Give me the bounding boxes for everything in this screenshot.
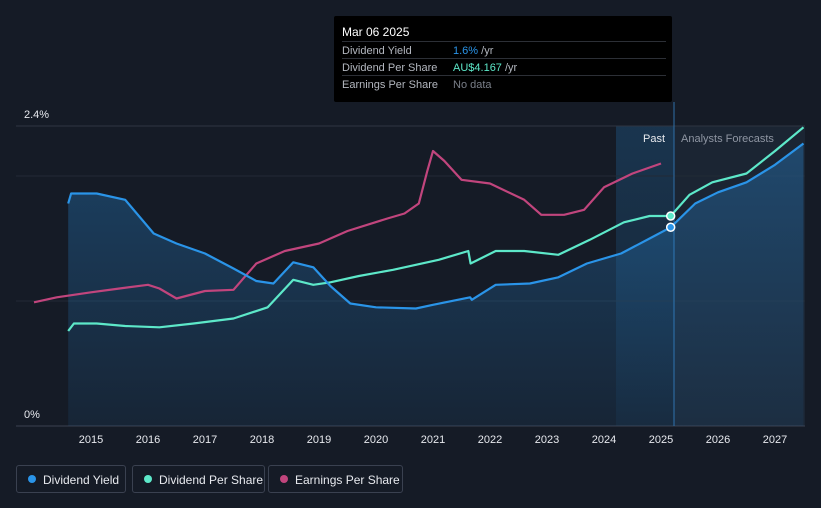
x-tick-label: 2022 [478, 434, 502, 446]
tooltip-row-dividend-per-share: Dividend Per Share AU$4.167 /yr [342, 58, 666, 76]
tooltip-date: Mar 06 2025 [342, 25, 410, 39]
x-tick-label: 2015 [79, 434, 103, 446]
tooltip-value-number: 1.6% [453, 45, 479, 57]
x-tick-label: 2025 [649, 434, 673, 446]
legend-dividend-per-share[interactable]: Dividend Per Share [132, 465, 265, 493]
tooltip-value: No data [453, 79, 492, 91]
x-tick-label: 2016 [136, 434, 160, 446]
legend-label: Dividend Yield [43, 473, 120, 487]
earnings-per-share-line [33, 149, 662, 304]
tooltip-label: Dividend Yield [342, 45, 412, 57]
tooltip-value: AU$4.167 /yr [453, 62, 517, 74]
x-tick-label: 2018 [250, 434, 274, 446]
tooltip-row-dividend-yield: Dividend Yield 1.6% /yr [342, 41, 666, 59]
tooltip: Mar 06 2025 Dividend Yield 1.6% /yr Divi… [334, 16, 672, 102]
tooltip-row-earnings-per-share: Earnings Per Share No data [342, 75, 666, 93]
dividend-per-share-line [67, 126, 805, 332]
forecast-label: Analysts Forecasts [681, 133, 774, 145]
legend-dividend-yield[interactable]: Dividend Yield [16, 465, 126, 493]
x-tick-label: 2024 [592, 434, 616, 446]
dividend-per-share-marker[interactable] [665, 211, 676, 221]
earnings-per-share-dot-icon [280, 475, 288, 483]
tooltip-label: Dividend Per Share [342, 62, 438, 74]
dividend-yield-dot-icon [28, 475, 36, 483]
tooltip-label: Earnings Per Share [342, 79, 438, 91]
legend-label: Dividend Per Share [159, 473, 264, 487]
x-axis-ticks: 2015 2016 2017 2018 2019 2020 2021 2022 2023 2024… [79, 434, 787, 446]
x-tick-label: 2023 [535, 434, 559, 446]
dividend-yield-marker[interactable] [665, 222, 676, 232]
dividend-per-share-dot-icon [144, 475, 152, 483]
tooltip-value-unit: /yr [478, 45, 494, 57]
tooltip-value-number: No data [453, 79, 492, 91]
x-tick-label: 2020 [364, 434, 388, 446]
legend-earnings-per-share[interactable]: Earnings Per Share [268, 465, 403, 493]
x-tick-label: 2026 [706, 434, 730, 446]
x-tick-label: 2019 [307, 434, 331, 446]
y-axis-top-label: 2.4% [24, 109, 49, 121]
tooltip-value-number: AU$4.167 [453, 62, 502, 74]
dividend-yield-area [68, 143, 804, 426]
x-tick-label: 2021 [421, 434, 445, 446]
x-tick-label: 2027 [763, 434, 787, 446]
y-axis-bottom-label: 0% [24, 409, 40, 421]
tooltip-value-unit: /yr [501, 62, 518, 74]
tooltip-value: 1.6% /yr [453, 45, 493, 57]
past-label: Past [643, 133, 665, 145]
legend-label: Earnings Per Share [295, 473, 400, 487]
x-tick-label: 2017 [193, 434, 217, 446]
